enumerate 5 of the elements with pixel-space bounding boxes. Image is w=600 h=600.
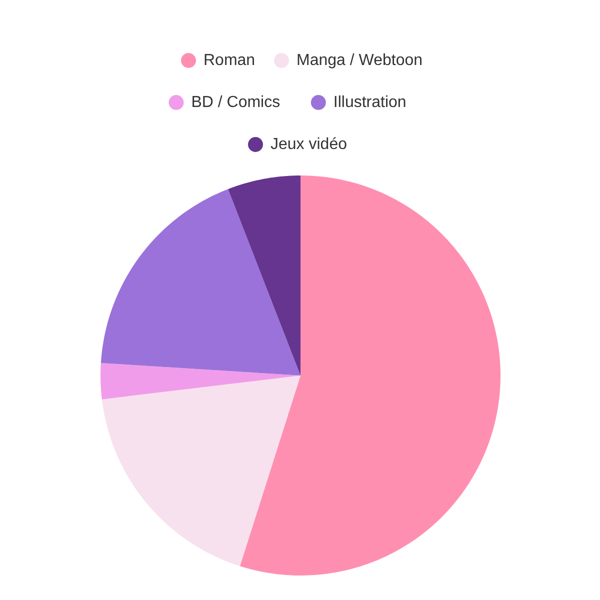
- legend-label: Jeux vidéo: [270, 136, 348, 153]
- legend-label: Manga / Webtoon: [296, 52, 423, 69]
- legend-label: BD / Comics: [191, 94, 280, 111]
- legend-label: Roman: [204, 52, 256, 69]
- legend-label: Illustration: [333, 94, 406, 111]
